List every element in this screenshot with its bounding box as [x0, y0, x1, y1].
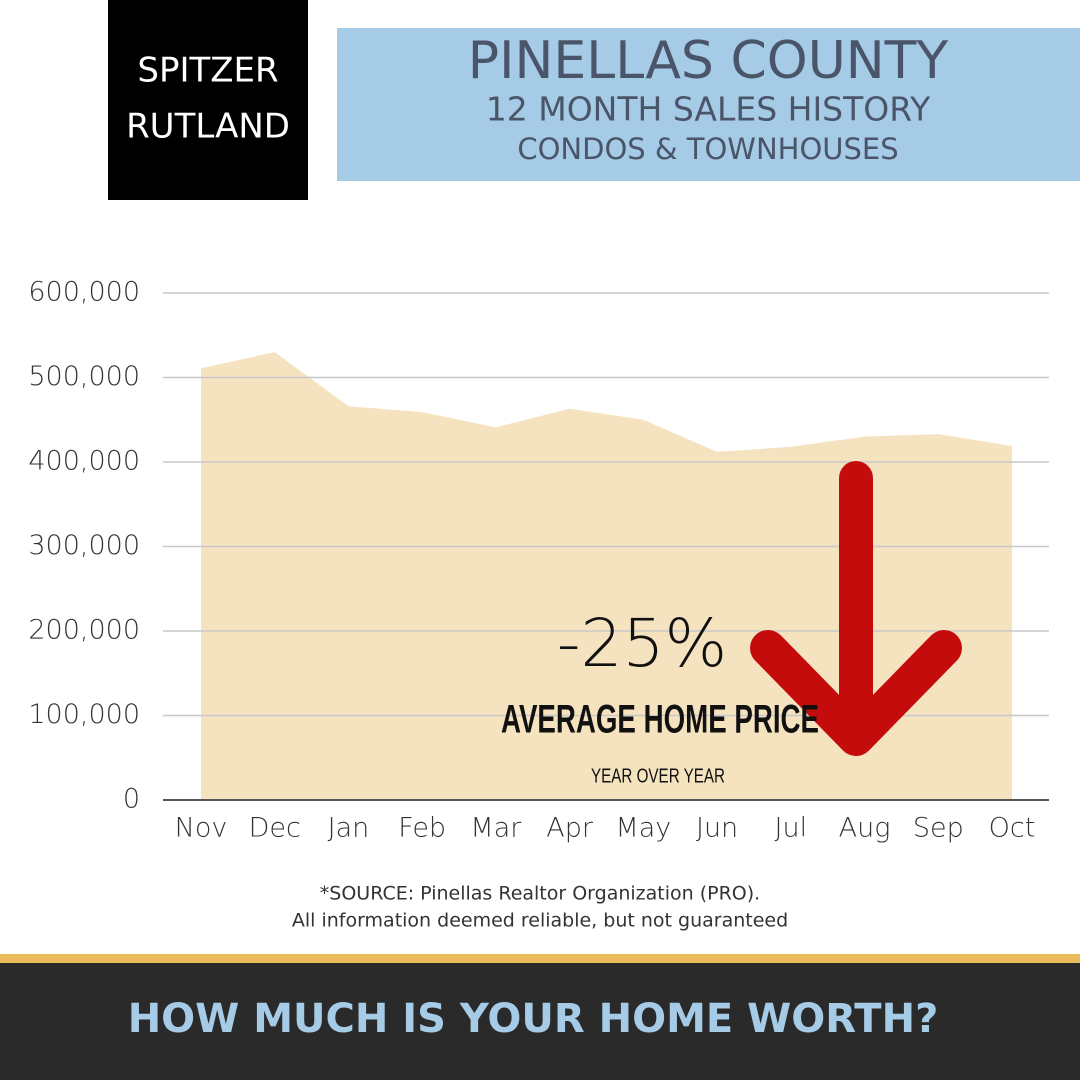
x-tick-label: Jan: [328, 813, 370, 844]
header-box: [337, 28, 1080, 181]
annotation-change: -25%: [557, 605, 728, 682]
logo-text: SPITZER: [137, 51, 278, 91]
header-subtitle: CONDOS & TOWNHOUSES: [517, 132, 898, 166]
footer-accent: [0, 954, 1080, 963]
y-tick-label: 100,000: [28, 699, 140, 730]
source-text: *SOURCE: Pinellas Realtor Organization (…: [320, 883, 760, 905]
y-tick-label: 600,000: [28, 277, 140, 308]
source-text: All information deemed reliable, but not…: [292, 910, 788, 932]
arrow-head: [750, 630, 962, 756]
annotation-label: AVERAGE HOME PRICE: [501, 698, 819, 742]
x-tick-label: Nov: [175, 813, 228, 844]
y-tick-label: 300,000: [28, 530, 140, 561]
x-tick-label: Oct: [989, 813, 1036, 844]
y-tick-label: 0: [123, 784, 140, 815]
y-tick-label: 400,000: [28, 446, 140, 477]
x-tick-label: Mar: [470, 813, 522, 844]
y-tick-label: 200,000: [28, 615, 140, 646]
y-tick-label: 500,000: [28, 361, 140, 392]
x-tick-label: May: [615, 813, 671, 844]
x-tick-label: Aug: [839, 813, 891, 844]
footer-cta[interactable]: HOW MUCH IS YOUR HOME WORTH?: [128, 996, 939, 1042]
x-tick-label: Feb: [398, 813, 446, 844]
x-tick-label: Sep: [913, 813, 964, 844]
x-tick-label: Jun: [696, 813, 738, 844]
header-subtitle: 12 MONTH SALES HISTORY: [486, 90, 931, 129]
x-tick-label: Dec: [249, 813, 301, 844]
header-title: PINELLAS COUNTY: [468, 31, 949, 91]
logo-text: RUTLAND: [126, 107, 290, 147]
x-tick-label: Apr: [546, 813, 594, 844]
annotation-note: YEAR OVER YEAR: [591, 765, 725, 787]
chart: 0 100,000 200,000 300,000 400,000 500,000 600,…: [28, 277, 1049, 844]
x-tick-label: Jul: [775, 813, 808, 844]
logo-box: [108, 0, 308, 200]
footer-bar: [0, 963, 1080, 1080]
